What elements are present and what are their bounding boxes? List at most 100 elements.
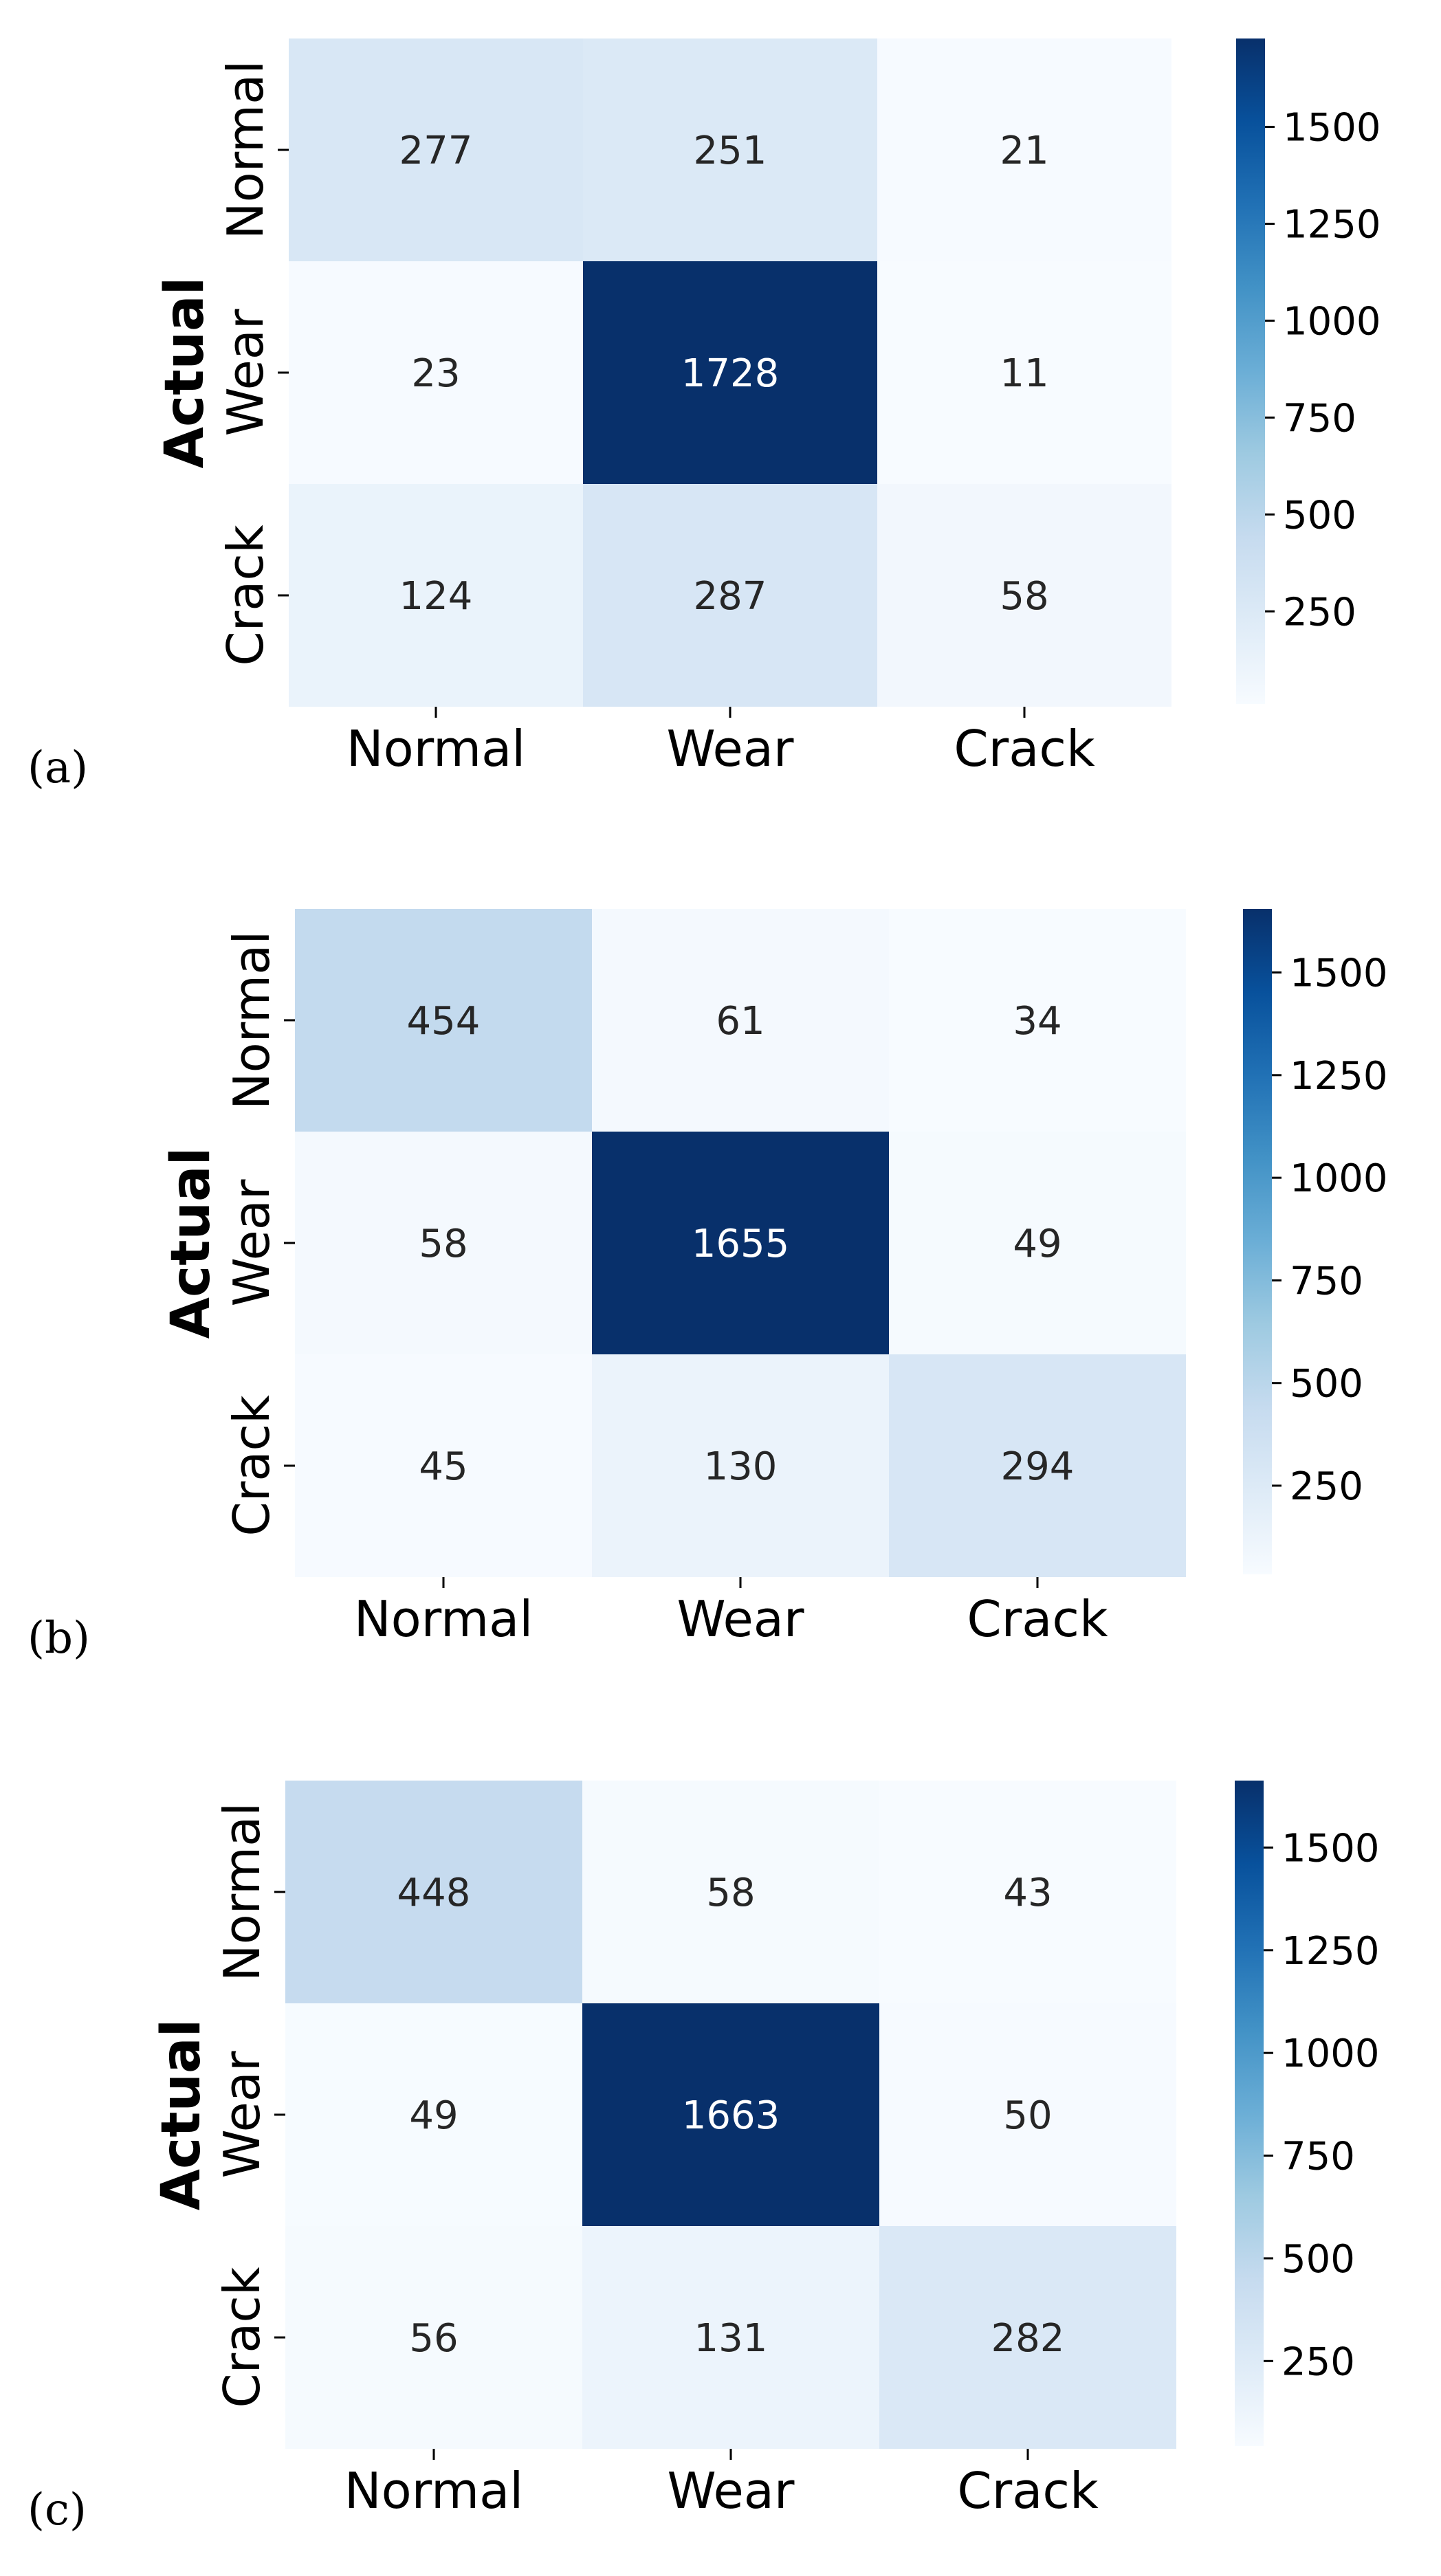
- y-axis-title: Actual: [160, 1147, 222, 1339]
- heatmap-cell: [583, 261, 877, 484]
- cell-value-label: 50: [1003, 2093, 1052, 2138]
- cell-value-label: 448: [397, 1871, 471, 1915]
- y-tick-label: Normal: [213, 1803, 271, 1982]
- colorbar-tick-label: 500: [1283, 493, 1356, 538]
- heatmap-cell: [879, 2003, 1176, 2226]
- cell-value-label: 287: [694, 574, 767, 619]
- x-tick-label: Wear: [668, 2462, 795, 2520]
- heatmap-cell: [582, 2003, 879, 2226]
- heatmap-cell: [879, 1781, 1176, 2003]
- y-tick-label: Wear: [223, 1179, 280, 1306]
- y-tick-label: Crack: [213, 2267, 271, 2408]
- x-tick-label: Wear: [677, 1590, 804, 1648]
- y-axis-title: Actual: [154, 277, 216, 469]
- heatmap-cell: [289, 484, 583, 707]
- cell-value-label: 58: [706, 1871, 755, 1915]
- cell-value-label: 454: [407, 999, 481, 1044]
- heatmap-cell: [592, 1354, 889, 1577]
- y-axis-title: Actual: [151, 2019, 212, 2211]
- heatmap-cell: [295, 909, 592, 1132]
- colorbar-tick-label: 750: [1290, 1259, 1363, 1303]
- heatmap-cell: [592, 909, 889, 1132]
- heatmap-cell: [877, 484, 1172, 707]
- cell-value-label: 277: [399, 129, 473, 173]
- cell-value-label: 49: [409, 2093, 458, 2138]
- heatmap-cell: [295, 1354, 592, 1577]
- cell-value-label: 251: [694, 129, 767, 173]
- cell-value-label: 49: [1013, 1222, 1062, 1266]
- cell-value-label: 124: [399, 574, 473, 619]
- heatmap-cell: [285, 2003, 582, 2226]
- heatmap-panel-1: 277 251 21 23 1728 11 124 287 58 Normal Wear Crack N…: [28, 38, 1381, 793]
- cell-value-label: 11: [1000, 351, 1048, 396]
- heatmap-cell: [879, 2226, 1176, 2449]
- cell-value-label: 131: [694, 2316, 768, 2361]
- colorbar-tick-label: 250: [1283, 590, 1356, 635]
- cell-value-label: 130: [704, 1444, 778, 1489]
- heatmap-cell: [285, 1781, 582, 2003]
- cell-value-label: 58: [1000, 574, 1048, 619]
- colorbar-tick-label: 1500: [1290, 951, 1388, 996]
- x-tick-label: Normal: [344, 2462, 524, 2520]
- colorbar-tick-label: 1000: [1282, 2032, 1380, 2076]
- cell-value-label: 1728: [681, 351, 780, 396]
- panel-label: (c): [28, 2485, 87, 2535]
- heatmap-cell: [295, 1132, 592, 1354]
- heatmap-cell: [583, 484, 877, 707]
- panel-label: (b): [28, 1613, 90, 1664]
- colorbar: [1236, 38, 1265, 704]
- heatmap-cell: [582, 1781, 879, 2003]
- y-tick-label: Normal: [217, 60, 274, 240]
- cell-value-label: 294: [1001, 1444, 1075, 1489]
- x-tick-label: Crack: [967, 1590, 1108, 1648]
- colorbar-tick-label: 1500: [1283, 106, 1381, 151]
- colorbar-tick-label: 250: [1282, 2340, 1355, 2384]
- colorbar: [1243, 909, 1272, 1574]
- cell-value-label: 23: [411, 351, 460, 396]
- colorbar-tick-label: 1250: [1283, 202, 1381, 247]
- heatmap-cell: [592, 1132, 889, 1354]
- heatmap-cell: [582, 2226, 879, 2449]
- heatmap-cell: [877, 38, 1172, 261]
- heatmap-cell: [289, 261, 583, 484]
- x-tick-label: Crack: [957, 2462, 1099, 2520]
- cell-value-label: 282: [991, 2316, 1065, 2361]
- x-tick-label: Normal: [354, 1590, 534, 1648]
- cell-value-label: 45: [419, 1444, 468, 1489]
- heatmap-cell: [289, 38, 583, 261]
- heatmap-panel-2: 454 61 34 58 1655 49 45 130 294 Normal Wear Crack No…: [28, 909, 1388, 1664]
- colorbar-tick-label: 500: [1290, 1362, 1363, 1407]
- colorbar-tick-label: 1000: [1290, 1156, 1388, 1201]
- cell-value-label: 21: [1000, 129, 1048, 173]
- cell-value-label: 61: [716, 999, 764, 1044]
- x-tick-label: Normal: [346, 720, 526, 778]
- colorbar-tick-label: 1500: [1282, 1826, 1380, 1871]
- heatmap-cell: [889, 1132, 1186, 1354]
- colorbar-tick-label: 500: [1282, 2237, 1355, 2282]
- cell-value-label: 1655: [692, 1222, 790, 1266]
- colorbar-tick-label: 1000: [1283, 299, 1381, 344]
- cell-value-label: 58: [419, 1222, 468, 1266]
- colorbar: [1235, 1781, 1264, 2446]
- y-tick-label: Crack: [223, 1395, 280, 1537]
- heatmap-cell: [889, 1354, 1186, 1577]
- panel-label: (a): [28, 742, 88, 793]
- colorbar-tick-label: 1250: [1282, 1929, 1380, 1974]
- cell-value-label: 34: [1013, 999, 1062, 1044]
- heatmap-cell: [889, 909, 1186, 1132]
- x-tick-label: Crack: [954, 720, 1095, 778]
- heatmap-cell: [877, 261, 1172, 484]
- y-tick-label: Wear: [217, 309, 274, 436]
- y-tick-label: Wear: [213, 2051, 271, 2178]
- cell-value-label: 56: [409, 2316, 458, 2361]
- x-tick-label: Wear: [667, 720, 794, 778]
- y-tick-label: Normal: [223, 931, 280, 1110]
- heatmap-panel-3: 448 58 43 49 1663 50 56 131 282 Normal Wear Crack No…: [28, 1781, 1380, 2535]
- colorbar-tick-label: 750: [1282, 2135, 1355, 2179]
- heatmap-cell: [583, 38, 877, 261]
- cell-value-label: 1663: [682, 2093, 780, 2138]
- colorbar-tick-label: 750: [1283, 396, 1356, 441]
- y-tick-label: Crack: [217, 525, 274, 666]
- colorbar-tick-label: 250: [1290, 1464, 1363, 1509]
